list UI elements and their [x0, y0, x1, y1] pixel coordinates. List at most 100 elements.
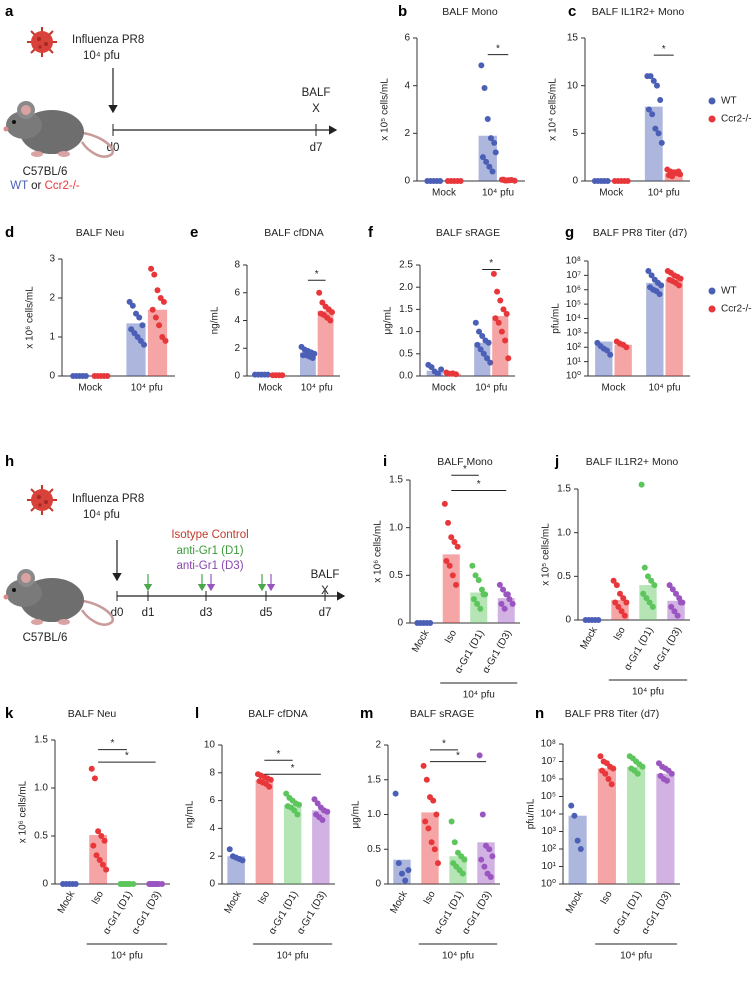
data-point	[451, 839, 458, 846]
data-point	[93, 852, 100, 859]
data-point	[139, 322, 146, 329]
group-label: 10⁴ pfu	[632, 687, 664, 698]
x-tick-label: Mock	[432, 383, 457, 394]
data-point	[602, 770, 609, 777]
panel-letter: e	[190, 224, 198, 241]
data-point	[152, 314, 159, 321]
data-point	[319, 817, 326, 824]
data-point	[501, 605, 508, 612]
x-tick-label: Mock	[258, 383, 283, 394]
legend-label: WT	[721, 96, 737, 107]
data-point	[621, 612, 628, 619]
data-point	[624, 178, 631, 184]
data-point	[485, 339, 492, 346]
data-point	[461, 856, 468, 863]
data-point	[674, 612, 681, 619]
data-point	[511, 177, 518, 184]
y-tick-label: 0.5	[389, 570, 403, 581]
data-point	[652, 125, 659, 132]
data-point	[505, 355, 512, 362]
mouse-icon	[2, 99, 115, 159]
data-point	[486, 163, 493, 170]
bar	[147, 309, 168, 376]
data-point	[489, 168, 496, 175]
y-tick-label: 0.5	[34, 831, 48, 842]
group-label: 10⁴ pfu	[620, 951, 652, 962]
data-point	[154, 287, 161, 294]
y-axis-label: μg/mL	[383, 306, 394, 334]
x-tick-label: α-Gr1 (D3)	[640, 889, 674, 936]
legend-label: Ccr2-/-	[721, 114, 752, 125]
panel-letter: f	[368, 224, 374, 241]
data-point	[476, 328, 483, 335]
bar	[644, 106, 663, 181]
x-tick-label: Mock	[56, 888, 78, 915]
y-tick-label: 1.0	[367, 809, 381, 820]
data-point	[443, 558, 450, 565]
legend-marker	[708, 115, 716, 123]
data-point	[645, 268, 652, 275]
x-tick-label: Mock	[410, 627, 432, 654]
legend-marker	[708, 97, 716, 105]
panel-letter: j	[554, 453, 559, 470]
data-point	[453, 581, 460, 588]
data-point	[487, 135, 494, 142]
chart-title: BALF Neu	[76, 227, 125, 239]
data-point	[604, 347, 611, 354]
data-point	[623, 344, 630, 351]
y-tick-label: 0.5	[399, 348, 413, 359]
y-tick-label: 4	[209, 823, 215, 834]
data-point	[90, 842, 97, 849]
y-tick-label: 0.5	[557, 571, 571, 582]
data-point	[498, 600, 505, 607]
data-point	[504, 591, 511, 598]
data-point	[613, 582, 620, 589]
timepoint: d3	[200, 607, 213, 619]
data-point	[459, 870, 466, 877]
chart-title: BALF Mono	[437, 456, 493, 468]
x-tick-label: Mock	[388, 888, 410, 915]
y-tick-label: 10³	[567, 328, 582, 339]
data-point	[595, 617, 602, 623]
data-point	[472, 572, 479, 579]
chart-title: BALF cfDNA	[248, 708, 308, 720]
y-axis-label: x 10⁶ cells/mL	[373, 520, 384, 583]
data-point	[641, 564, 648, 571]
data-point	[428, 364, 435, 371]
data-point	[620, 595, 627, 602]
bar	[656, 773, 675, 884]
bar	[255, 779, 274, 884]
data-point	[500, 306, 507, 313]
data-point	[328, 309, 335, 316]
x-tick-label: 10⁴ pfu	[475, 383, 507, 394]
data-point	[445, 519, 452, 526]
data-point	[267, 776, 274, 783]
x-tick-label: Iso	[599, 889, 615, 906]
data-point	[638, 481, 645, 488]
y-tick-label: 2	[49, 293, 55, 304]
data-point	[623, 599, 630, 606]
data-point	[610, 577, 617, 584]
data-point	[162, 337, 169, 344]
data-point	[647, 73, 654, 80]
data-point	[492, 315, 499, 322]
data-point	[568, 802, 575, 809]
data-point	[104, 373, 111, 379]
y-tick-label: 2	[375, 740, 381, 751]
data-point	[457, 178, 464, 184]
data-point	[618, 608, 625, 615]
significance-label: *	[456, 750, 460, 761]
significance-label: *	[496, 43, 500, 54]
y-tick-label: 1.5	[367, 774, 381, 785]
virus-icon	[26, 26, 58, 58]
panel-letter: m	[360, 705, 373, 722]
data-point	[655, 130, 662, 137]
data-point	[481, 85, 488, 92]
data-point	[311, 796, 318, 803]
data-point	[610, 765, 617, 772]
data-point	[437, 178, 444, 184]
data-point	[577, 846, 584, 852]
data-point	[438, 366, 445, 373]
genotype-wt: WT	[10, 180, 28, 192]
y-tick-label: 10⁷	[566, 270, 581, 281]
